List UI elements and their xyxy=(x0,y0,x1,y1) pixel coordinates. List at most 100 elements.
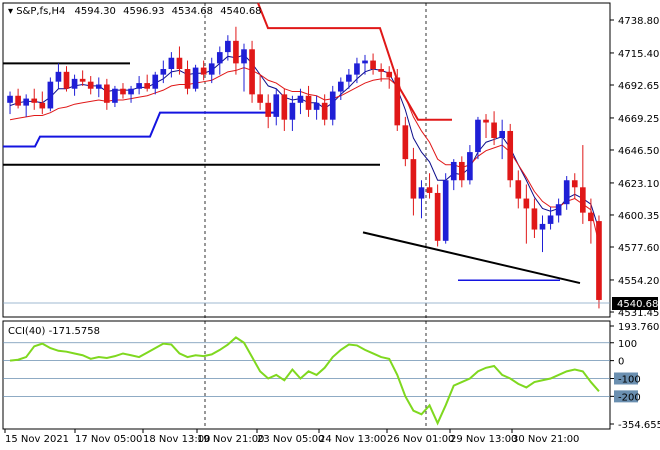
candle xyxy=(547,207,554,230)
candle-body xyxy=(580,187,586,213)
candle xyxy=(596,215,602,309)
candle-body xyxy=(23,98,29,106)
candle-body xyxy=(483,119,489,123)
candle xyxy=(337,77,344,100)
candle-body xyxy=(394,77,401,126)
candle-body xyxy=(160,69,167,75)
candle-body xyxy=(539,223,546,230)
candle xyxy=(249,40,255,103)
candle xyxy=(273,88,280,126)
cci-level-tag xyxy=(614,390,638,403)
candle xyxy=(321,94,328,126)
candle xyxy=(184,60,191,95)
time-tick-label: 30 Nov 21:00 xyxy=(512,434,579,445)
candle-body xyxy=(370,60,376,70)
candle xyxy=(580,145,586,224)
candle xyxy=(47,77,54,112)
candle-body xyxy=(402,125,409,160)
candle-body xyxy=(128,88,134,95)
candle-body xyxy=(79,78,86,82)
candle-body xyxy=(152,74,159,89)
close-value: 4540.68 xyxy=(220,6,261,17)
candle xyxy=(144,74,151,92)
time-tick-label: 15 Nov 2021 xyxy=(5,434,69,445)
low-value: 4534.68 xyxy=(172,6,213,17)
candle xyxy=(442,173,449,244)
candle-body xyxy=(499,130,505,139)
candle xyxy=(507,123,514,188)
candle-body xyxy=(467,152,473,181)
price-tick-label: 4600.35 xyxy=(618,211,659,222)
cci-tick-label: 100 xyxy=(618,339,637,350)
time-tick-label: 17 Nov 05:00 xyxy=(75,434,142,445)
candle xyxy=(225,35,231,61)
down-trendline xyxy=(362,231,581,285)
cci-axis: 193.7606 100 0 -100 -200 -354.655 xyxy=(610,322,660,431)
candle xyxy=(499,119,505,160)
candle-body xyxy=(55,71,62,82)
candle-body xyxy=(434,192,441,241)
candle xyxy=(571,173,578,199)
candle-body xyxy=(208,63,215,75)
candle xyxy=(346,69,352,89)
candle xyxy=(136,76,142,95)
candle xyxy=(15,88,21,109)
candle xyxy=(362,54,368,75)
price-axis: 4738.80 4715.40 4692.65 4669.25 4646.50 4623.… xyxy=(610,16,659,319)
candle-body xyxy=(192,67,199,89)
time-tick-label: 24 Nov 13:00 xyxy=(319,434,386,445)
candle xyxy=(87,76,94,95)
cci-panel-frame xyxy=(2,320,611,430)
candle-body xyxy=(31,98,38,103)
candle-body xyxy=(555,204,562,216)
candle-body xyxy=(418,187,425,199)
candle-body xyxy=(200,67,207,75)
open-value: 4594.30 xyxy=(75,6,116,17)
candle-body xyxy=(120,88,126,95)
candle xyxy=(491,111,497,146)
candle xyxy=(55,63,62,89)
candle-body xyxy=(241,49,247,64)
candle xyxy=(120,83,126,99)
time-tick-label: 26 Nov 01:00 xyxy=(387,434,454,445)
candle-body xyxy=(71,78,78,89)
candle xyxy=(354,57,360,84)
price-tick-label: 4554.20 xyxy=(618,276,659,287)
candle-body xyxy=(95,84,102,89)
candle-body xyxy=(233,40,239,64)
candle-body xyxy=(87,81,94,89)
candle-body xyxy=(257,94,263,103)
candle-body xyxy=(458,161,465,181)
candle-body xyxy=(329,91,336,120)
current-price-tag xyxy=(612,297,658,310)
candle-body xyxy=(547,215,554,224)
candle-body xyxy=(588,212,594,222)
candles xyxy=(7,26,602,309)
candle xyxy=(329,85,336,126)
candle-body xyxy=(281,94,288,120)
candle xyxy=(79,70,86,86)
price-panel-frame xyxy=(2,2,611,318)
candle-body xyxy=(596,221,602,300)
candle xyxy=(410,147,417,216)
candle xyxy=(200,60,207,81)
candle xyxy=(152,71,159,95)
candle-body xyxy=(571,180,578,188)
candle-body xyxy=(47,81,54,109)
candle xyxy=(386,66,393,89)
candle-body xyxy=(144,83,151,89)
candle xyxy=(112,85,118,108)
candle xyxy=(208,57,215,84)
cci-level-tag xyxy=(614,372,638,385)
trailing-stop-red xyxy=(257,2,452,121)
candle xyxy=(370,53,376,75)
price-tick-label: 4715.40 xyxy=(618,49,659,60)
time-tick-label: 23 Nov 05:00 xyxy=(257,434,324,445)
candle xyxy=(241,43,247,92)
candle xyxy=(71,74,78,96)
candle-body xyxy=(531,208,538,230)
candle-body xyxy=(184,69,191,89)
candle xyxy=(402,116,409,167)
candle-body xyxy=(337,81,344,92)
